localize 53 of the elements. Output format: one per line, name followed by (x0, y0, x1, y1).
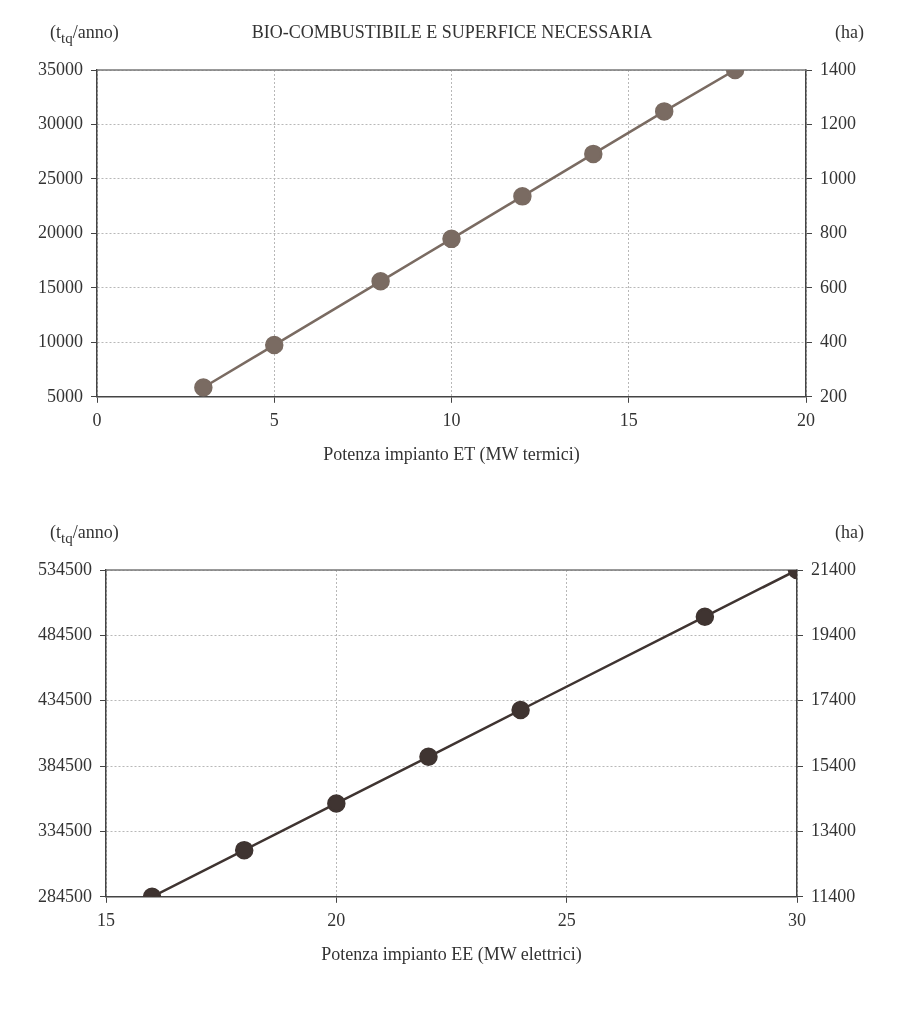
y2-axis-title: (ha) (835, 522, 864, 543)
y2-tick-label: 13400 (811, 820, 856, 841)
x-tick-label: 30 (788, 910, 806, 931)
y2-tick-label: 21400 (811, 558, 856, 579)
y2-tick-label: 11400 (811, 885, 856, 906)
x-axis-title: Potenza impianto ET (MW termici) (323, 443, 580, 465)
x-tick-label: 0 (92, 410, 102, 431)
point (511, 700, 530, 720)
y-tick-label: 10000 (38, 331, 83, 352)
x-tick-label: 5 (269, 410, 279, 431)
x-tick-label: 10 (442, 410, 461, 431)
y-tick-label: 484500 (38, 624, 92, 645)
y2-tick-label: 1200 (820, 113, 856, 134)
point (194, 378, 213, 397)
x-tick-label: 15 (619, 410, 638, 431)
y-tick-label: 284500 (38, 885, 92, 906)
y2-tick-label: 17400 (811, 689, 856, 710)
point (654, 102, 674, 121)
y2-tick-label: 19400 (811, 624, 856, 645)
y2-axis-title: (ha) (835, 22, 864, 43)
y-tick-label: 5000 (47, 385, 83, 406)
y2-tick-label: 600 (820, 276, 847, 297)
x-tick-label: 15 (97, 910, 115, 931)
point (442, 229, 461, 249)
point (234, 840, 254, 860)
y2-tick-label: 15400 (811, 754, 856, 775)
y-tick-label: 534500 (38, 558, 92, 579)
x-tick-label: 20 (797, 410, 815, 431)
point (265, 335, 284, 355)
y-tick-label: 30000 (38, 113, 83, 134)
y-axis-title: (t$_{tq}$/anno) (50, 22, 119, 47)
y-tick-label: 334500 (38, 820, 92, 841)
y-tick-label: 20000 (38, 222, 83, 243)
point (371, 272, 390, 291)
y-tick-label: 434500 (38, 689, 92, 710)
y-tick-label: 35000 (38, 58, 83, 79)
y-axis-title: (t$_{tq}$/anno) (50, 522, 119, 547)
point (327, 794, 346, 813)
x-axis-title: Potenza impianto EE (MW elettrici) (321, 943, 582, 965)
y2-tick-label: 400 (820, 331, 847, 352)
y-tick-label: 384500 (38, 754, 92, 775)
x-tick-label: 20 (327, 910, 346, 931)
y-tick-label: 25000 (38, 167, 83, 188)
y2-tick-label: 800 (820, 222, 847, 243)
point (513, 187, 532, 206)
chart-title: BIO-COMBUSTIBILE E SUPERFICE NECESSARIA (251, 22, 653, 42)
point (419, 747, 438, 767)
y2-tick-label: 200 (820, 385, 847, 406)
x-tick-label: 25 (557, 910, 576, 931)
y2-tick-label: 1400 (820, 58, 856, 79)
y-tick-label: 15000 (38, 276, 83, 297)
y2-tick-label: 1000 (820, 167, 856, 188)
point (584, 144, 603, 164)
